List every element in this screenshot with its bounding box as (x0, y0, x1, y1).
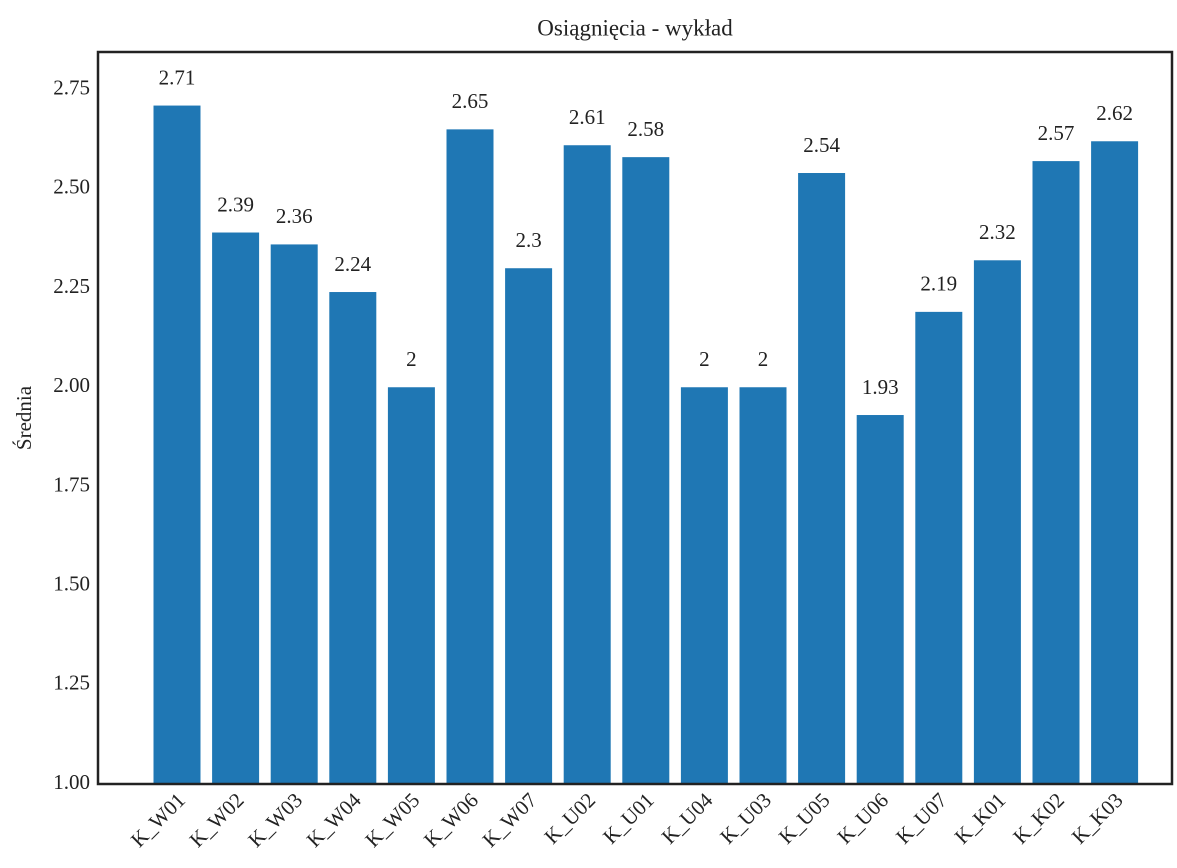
x-tick-label: K_W02 (185, 788, 249, 852)
bar (739, 387, 787, 784)
y-tick-label: 2.00 (53, 373, 90, 397)
bar (329, 292, 377, 784)
x-tick-label: K_U06 (832, 788, 893, 849)
data-label: 2.32 (979, 220, 1016, 244)
y-tick-label: 2.50 (53, 175, 90, 199)
data-label: 2.19 (920, 272, 957, 296)
x-tick-label: K_K02 (1008, 788, 1069, 849)
bar (798, 173, 846, 785)
bar (270, 244, 318, 785)
x-tick-label: K_K03 (1067, 788, 1128, 849)
data-label: 2 (699, 347, 710, 371)
y-tick-label: 2.75 (53, 76, 90, 100)
bar (212, 232, 260, 784)
y-tick-label: 1.50 (53, 571, 90, 595)
data-label: 2.65 (452, 89, 489, 113)
x-tick-label: K_U01 (598, 788, 659, 849)
data-label: 1.93 (862, 375, 899, 399)
bar (622, 157, 670, 785)
x-tick-label: K_K01 (950, 788, 1011, 849)
data-label: 2.54 (803, 133, 840, 157)
x-tick-label: K_W07 (478, 788, 542, 852)
bar (563, 145, 611, 784)
y-tick-label: 1.25 (53, 671, 90, 695)
x-tick-label: K_W03 (243, 788, 307, 852)
bar (1032, 161, 1080, 784)
data-label: 2.62 (1096, 101, 1133, 125)
bar (680, 387, 728, 784)
data-label: 2.3 (515, 228, 541, 252)
bar (856, 415, 904, 784)
x-tick-label: K_U02 (539, 788, 600, 849)
x-tick-label: K_U05 (774, 788, 835, 849)
data-label: 2.58 (627, 117, 664, 141)
x-tick-label: K_W04 (302, 788, 366, 852)
x-tick-label: K_U04 (657, 788, 718, 849)
data-label: 2.57 (1038, 121, 1075, 145)
y-axis-label: Średnia (12, 385, 36, 450)
data-label: 2.61 (569, 105, 606, 129)
x-tick-label: K_W05 (360, 788, 424, 852)
data-label: 2.36 (276, 204, 313, 228)
plot-frame (96, 50, 1174, 786)
data-label: 2.24 (334, 252, 371, 276)
data-label: 2 (406, 347, 417, 371)
data-label: 2 (758, 347, 769, 371)
data-label: 2.71 (159, 65, 196, 89)
y-tick-label: 1.75 (53, 472, 90, 496)
bar (153, 105, 201, 784)
bar (915, 311, 963, 784)
bar (1091, 141, 1139, 784)
chart-title: Osiągnięcia - wykład (537, 15, 733, 40)
x-tick-label: K_W06 (419, 788, 483, 852)
bar (387, 387, 435, 784)
y-tick-label: 2.25 (53, 274, 90, 298)
x-tick-label: K_U03 (715, 788, 776, 849)
bar (973, 260, 1021, 784)
y-tick-label: 1.00 (53, 770, 90, 794)
x-tick-label: K_U07 (891, 788, 952, 849)
bar (446, 129, 494, 785)
data-label: 2.39 (217, 192, 254, 216)
x-tick-label: K_W01 (126, 788, 190, 852)
bar (505, 268, 553, 784)
